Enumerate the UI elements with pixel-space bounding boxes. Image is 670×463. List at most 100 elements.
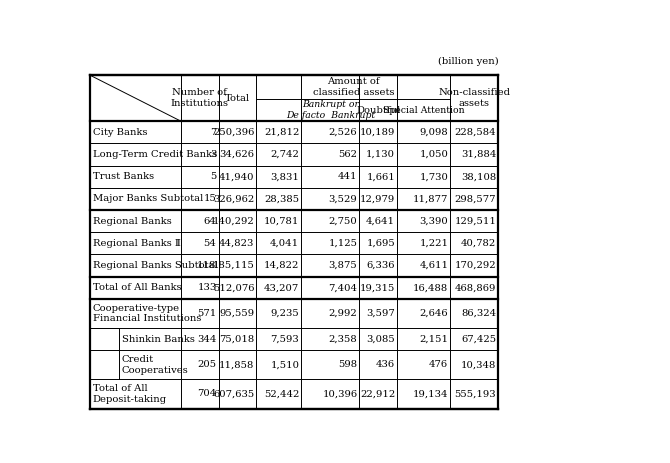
Text: Non-classified
assets: Non-classified assets	[438, 88, 511, 108]
Text: 250,396: 250,396	[213, 128, 255, 137]
Text: 3,390: 3,390	[419, 217, 448, 225]
Text: 607,635: 607,635	[213, 389, 255, 399]
Text: 10,348: 10,348	[461, 360, 496, 369]
Text: 4,641: 4,641	[366, 217, 395, 225]
Text: 10,781: 10,781	[264, 217, 299, 225]
Text: 4,041: 4,041	[270, 239, 299, 248]
Text: 7,593: 7,593	[271, 335, 299, 344]
Text: 7: 7	[210, 128, 216, 137]
Text: 2,646: 2,646	[419, 309, 448, 318]
Text: 436: 436	[376, 360, 395, 369]
Text: 476: 476	[429, 360, 448, 369]
Text: 118: 118	[197, 261, 216, 270]
Text: Regional Banks: Regional Banks	[92, 217, 172, 225]
Text: 2,750: 2,750	[329, 217, 357, 225]
Text: 6,336: 6,336	[366, 261, 395, 270]
Text: 86,324: 86,324	[461, 309, 496, 318]
Text: 28,385: 28,385	[264, 194, 299, 203]
Text: 34,626: 34,626	[219, 150, 255, 159]
Text: Number of
Institutions: Number of Institutions	[171, 88, 228, 108]
Text: Credit
Cooperatives: Credit Cooperatives	[122, 355, 188, 375]
Text: 228,584: 228,584	[455, 128, 496, 137]
Text: 52,442: 52,442	[264, 389, 299, 399]
Text: 468,869: 468,869	[455, 283, 496, 292]
Text: 15: 15	[204, 194, 216, 203]
Text: 512,076: 512,076	[213, 283, 255, 292]
Text: 12,979: 12,979	[360, 194, 395, 203]
Text: 10,396: 10,396	[322, 389, 357, 399]
Text: 1,050: 1,050	[419, 150, 448, 159]
Text: 298,577: 298,577	[455, 194, 496, 203]
Text: 22,912: 22,912	[360, 389, 395, 399]
Text: 3,875: 3,875	[329, 261, 357, 270]
Text: 1,730: 1,730	[419, 172, 448, 181]
Text: 16,488: 16,488	[413, 283, 448, 292]
Text: 170,292: 170,292	[455, 261, 496, 270]
Text: 41,940: 41,940	[219, 172, 255, 181]
Text: 205: 205	[198, 360, 216, 369]
Text: Cooperative-type
Financial Institutions: Cooperative-type Financial Institutions	[92, 304, 201, 323]
Text: 1,510: 1,510	[270, 360, 299, 369]
Text: 3,597: 3,597	[366, 309, 395, 318]
Text: 185,115: 185,115	[212, 261, 255, 270]
Text: 9,235: 9,235	[271, 309, 299, 318]
Text: 11,877: 11,877	[413, 194, 448, 203]
Text: 704: 704	[197, 389, 216, 399]
Text: Doubtful: Doubtful	[356, 106, 401, 115]
Text: Total of All Banks: Total of All Banks	[92, 283, 181, 292]
Text: 40,782: 40,782	[461, 239, 496, 248]
Text: 1,221: 1,221	[419, 239, 448, 248]
Text: Trust Banks: Trust Banks	[92, 172, 153, 181]
Text: 1,130: 1,130	[366, 150, 395, 159]
Text: 7,404: 7,404	[328, 283, 357, 292]
Text: 140,292: 140,292	[212, 217, 255, 225]
Text: Special Attention: Special Attention	[383, 106, 464, 115]
Text: 1,661: 1,661	[366, 172, 395, 181]
Text: 129,511: 129,511	[454, 217, 496, 225]
Text: 326,962: 326,962	[213, 194, 255, 203]
Text: 19,315: 19,315	[360, 283, 395, 292]
Text: Total of All
Deposit-taking: Total of All Deposit-taking	[92, 384, 167, 404]
Text: 21,812: 21,812	[264, 128, 299, 137]
Text: 133: 133	[197, 283, 216, 292]
Text: 11,858: 11,858	[219, 360, 255, 369]
Text: Long-Term Credit Banks: Long-Term Credit Banks	[92, 150, 216, 159]
Text: 64: 64	[204, 217, 216, 225]
Text: 3: 3	[210, 150, 216, 159]
Text: 344: 344	[197, 335, 216, 344]
Text: 441: 441	[338, 172, 357, 181]
Text: 43,207: 43,207	[264, 283, 299, 292]
Text: 38,108: 38,108	[461, 172, 496, 181]
Text: 598: 598	[338, 360, 357, 369]
Text: 19,134: 19,134	[413, 389, 448, 399]
Text: Bankrupt or
De facto  Bankrupt: Bankrupt or De facto Bankrupt	[286, 100, 375, 120]
Text: 2,358: 2,358	[329, 335, 357, 344]
Text: Regional Banks Subtotal: Regional Banks Subtotal	[92, 261, 217, 270]
Text: 67,425: 67,425	[461, 335, 496, 344]
Text: 3,085: 3,085	[366, 335, 395, 344]
Text: 3,831: 3,831	[270, 172, 299, 181]
Text: Shinkin Banks: Shinkin Banks	[122, 335, 195, 344]
Text: Amount of
classified assets: Amount of classified assets	[313, 77, 394, 97]
Text: Regional Banks Ⅱ: Regional Banks Ⅱ	[92, 239, 180, 248]
Text: Total: Total	[225, 94, 250, 103]
Text: 2,151: 2,151	[419, 335, 448, 344]
Text: 10,189: 10,189	[360, 128, 395, 137]
Text: 31,884: 31,884	[461, 150, 496, 159]
Text: 1,125: 1,125	[328, 239, 357, 248]
Text: 75,018: 75,018	[219, 335, 255, 344]
Text: 4,611: 4,611	[419, 261, 448, 270]
Text: 3,529: 3,529	[329, 194, 357, 203]
Text: 9,098: 9,098	[419, 128, 448, 137]
Text: 2,992: 2,992	[329, 309, 357, 318]
Text: Major Banks Subtotal: Major Banks Subtotal	[92, 194, 203, 203]
Text: City Banks: City Banks	[92, 128, 147, 137]
Text: 562: 562	[338, 150, 357, 159]
Text: 95,559: 95,559	[219, 309, 255, 318]
Text: 44,823: 44,823	[219, 239, 255, 248]
Text: 2,742: 2,742	[270, 150, 299, 159]
Text: 571: 571	[197, 309, 216, 318]
Text: 54: 54	[204, 239, 216, 248]
Text: 2,526: 2,526	[329, 128, 357, 137]
Text: 5: 5	[210, 172, 216, 181]
